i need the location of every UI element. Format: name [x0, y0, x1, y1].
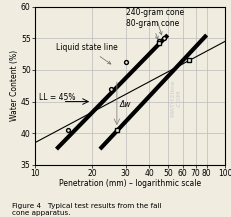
Text: Liquid state line: Liquid state line — [56, 43, 118, 64]
Text: Δw: Δw — [119, 100, 131, 109]
Text: MATH2line
.COM: MATH2line .COM — [170, 80, 180, 117]
Text: LL = 45%: LL = 45% — [39, 93, 75, 102]
Y-axis label: Water Content (%): Water Content (%) — [10, 50, 19, 121]
Text: Figure 4   Typical test results from the fall
cone apparatus.: Figure 4 Typical test results from the f… — [12, 203, 160, 216]
Text: 80-gram cone: 80-gram cone — [125, 19, 178, 39]
X-axis label: Penetration (mm) – logarithmic scale: Penetration (mm) – logarithmic scale — [59, 179, 200, 189]
Text: 240-gram cone: 240-gram cone — [125, 8, 183, 35]
